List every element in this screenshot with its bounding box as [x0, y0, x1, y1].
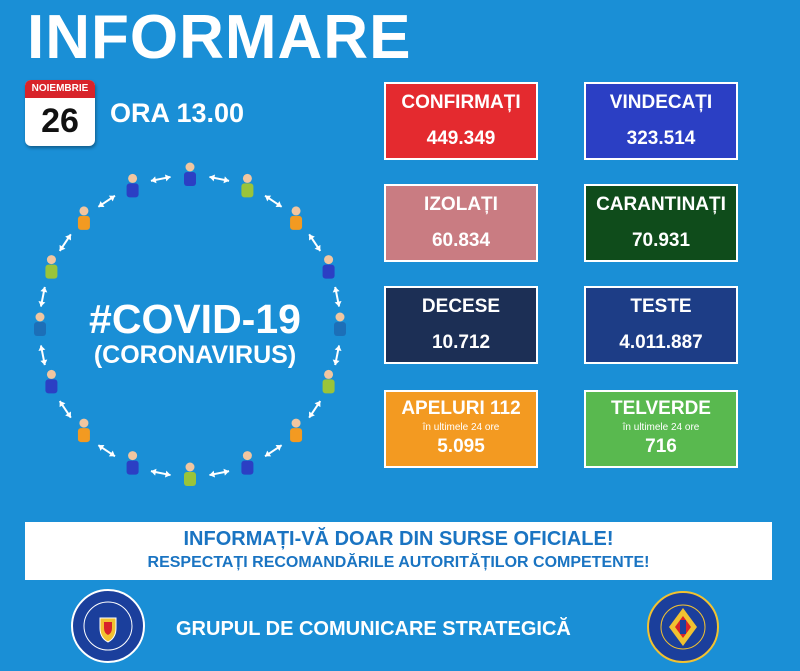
person-icon — [184, 462, 196, 486]
banner-line-1: INFORMAȚI-VĂ DOAR DIN SURSE OFICIALE! — [183, 528, 614, 550]
person-icon — [126, 173, 139, 198]
arrowhead-icon — [164, 174, 171, 182]
person-icon — [290, 206, 303, 230]
covid-hashtag: #COVID-19 — [89, 296, 301, 342]
covid-subtitle: (CORONAVIRUS) — [93, 341, 297, 369]
card-label: APELURI 112 — [401, 398, 521, 419]
card-value: 716 — [645, 436, 677, 457]
card-label: CARANTINAȚI — [596, 194, 726, 215]
calendar-month: NOIEMBRIE — [25, 80, 95, 98]
person-icon — [45, 255, 58, 279]
arrowhead-icon — [59, 244, 66, 251]
card-sublabel: în ultimele 24 ore — [622, 422, 700, 433]
arrowhead-icon — [150, 176, 157, 184]
emergency-department-logo — [647, 591, 719, 663]
person-icon — [34, 312, 46, 336]
card-teste: TESTE 4.011.887 — [584, 286, 738, 364]
arrowhead-icon — [265, 195, 272, 202]
people-circle-illustration — [34, 162, 346, 486]
card-carantinati: CARANTINAȚI 70.931 — [584, 184, 738, 262]
arrowhead-icon — [223, 468, 230, 476]
arrowhead-icon — [334, 345, 342, 352]
person-icon — [184, 162, 196, 186]
card-value: 10.712 — [431, 332, 491, 353]
arrowhead-icon — [309, 234, 315, 241]
card-telverde: TELVERDE în ultimele 24 ore 716 — [584, 390, 738, 468]
card-decese: DECESE 10.712 — [384, 286, 538, 364]
card-value: 60.834 — [431, 230, 491, 251]
card-value: 4.011.887 — [619, 332, 703, 353]
card-label: CONFIRMAȚI — [401, 92, 521, 113]
person-icon — [322, 369, 335, 394]
arrowhead-icon — [209, 174, 216, 182]
calendar-icon: NOIEMBRIE 26 — [25, 80, 95, 146]
card-value: 449.349 — [426, 128, 496, 149]
card-vindecati: VINDECAȚI 323.514 — [584, 82, 738, 160]
arrowhead-icon — [309, 411, 315, 418]
arrowhead-icon — [275, 201, 282, 207]
card-value: 70.931 — [631, 230, 691, 251]
arrowhead-icon — [150, 468, 157, 476]
arrowhead-icon — [265, 450, 272, 457]
card-value: 5.095 — [437, 436, 485, 457]
arrowhead-icon — [314, 401, 321, 408]
arrowhead-icon — [38, 345, 46, 352]
arrowhead-icon — [209, 470, 216, 478]
person-icon — [334, 312, 346, 336]
arrowhead-icon — [314, 244, 321, 251]
footer-text: GRUPUL DE COMUNICARE STRATEGICĂ — [176, 618, 571, 640]
card-label: DECESE — [421, 296, 501, 317]
card-label: TELVERDE — [611, 398, 711, 419]
page-title: INFORMARE — [27, 3, 412, 72]
banner-line-2: RESPECTAȚI RECOMANDĂRILE AUTORITĂȚILOR C… — [147, 554, 650, 571]
card-apeluri-112: APELURI 112 în ultimele 24 ore 5.095 — [384, 390, 538, 468]
arrowhead-icon — [332, 359, 340, 366]
card-label: TESTE — [630, 296, 692, 317]
arrowhead-icon — [223, 176, 230, 184]
government-seal-logo — [71, 589, 145, 663]
arrowhead-icon — [334, 300, 342, 307]
calendar-day: 26 — [41, 102, 79, 140]
arrowhead-icon — [108, 195, 115, 202]
arrowhead-icon — [164, 470, 171, 478]
arrowhead-icon — [332, 286, 340, 293]
report-time: ORA 13.00 — [110, 98, 245, 128]
arrowhead-icon — [275, 445, 282, 451]
arrowhead-icon — [98, 445, 105, 451]
person-icon — [241, 451, 254, 475]
person-icon — [322, 255, 335, 279]
arrowhead-icon — [98, 201, 105, 207]
card-sublabel: în ultimele 24 ore — [422, 422, 500, 433]
person-icon — [77, 418, 90, 443]
arrowhead-icon — [59, 401, 66, 408]
arrowhead-icon — [108, 450, 115, 457]
person-icon — [241, 173, 254, 198]
covid-heading: #COVID-19 (CORONAVIRUS) — [60, 296, 330, 370]
arrowhead-icon — [40, 286, 48, 293]
card-label: VINDECAȚI — [609, 92, 713, 113]
card-confirmati: CONFIRMAȚI 449.349 — [384, 82, 538, 160]
arrowhead-icon — [40, 359, 48, 366]
official-sources-banner: INFORMAȚI-VĂ DOAR DIN SURSE OFICIALE! RE… — [25, 522, 772, 580]
card-izolati: IZOLAȚI 60.834 — [384, 184, 538, 262]
person-icon — [77, 206, 90, 230]
person-icon — [290, 418, 303, 443]
person-icon — [45, 369, 58, 394]
person-icon — [126, 451, 139, 475]
arrowhead-icon — [38, 300, 46, 307]
arrowhead-icon — [65, 411, 71, 418]
arrowhead-icon — [65, 234, 71, 241]
card-value: 323.514 — [626, 128, 696, 149]
card-label: IZOLAȚI — [424, 194, 498, 215]
